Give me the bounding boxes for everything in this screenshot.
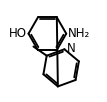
Text: HO: HO [8, 27, 26, 40]
Text: N: N [67, 42, 76, 55]
Text: NH₂: NH₂ [68, 27, 91, 40]
